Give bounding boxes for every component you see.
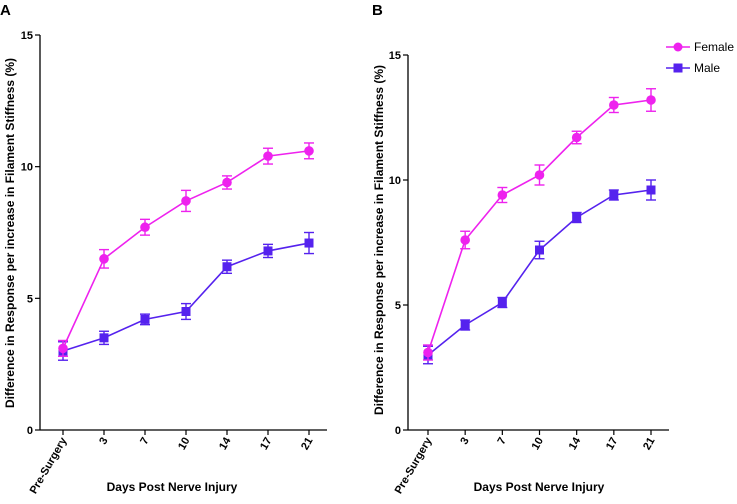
panel-b-female-point — [646, 95, 656, 105]
panel-b-male-point — [609, 190, 619, 200]
panel-b-x-tick-label: 17 — [604, 436, 621, 453]
panel-b-male-point — [497, 298, 507, 307]
panel-a-x-axis-title: Days Post Nerve Injury — [107, 480, 238, 494]
panel-a-y-tick-label: 0 — [27, 425, 33, 437]
panel-b-female-point — [423, 347, 433, 358]
panel-a-y-tick-label: 15 — [21, 30, 33, 42]
panel-a-male-point — [304, 238, 314, 248]
panel-b-female-point — [460, 235, 470, 245]
panel-a-x-tick-label: 21 — [299, 436, 316, 453]
legend-male-label: Male — [694, 61, 720, 75]
panel-b-x-tick-label: 21 — [641, 436, 658, 453]
panel-a-female-point — [304, 146, 314, 156]
panel-b-x-tick-label: 14 — [567, 435, 584, 452]
panel-b: B Difference in Response per increase in… — [372, 2, 669, 496]
panel-a-x-tick-label: 14 — [217, 435, 234, 452]
panel-a-male-point — [181, 307, 191, 316]
panel-b-y-axis-title: Difference in Response per increase in F… — [372, 65, 386, 415]
panel-a-female-point — [263, 151, 273, 161]
panel-b-male-point — [535, 245, 544, 255]
panel-b-female-point — [534, 170, 545, 180]
panel-a-female-point — [222, 177, 232, 188]
legend-male-marker — [673, 63, 683, 73]
panel-b-y-tick-label: 5 — [395, 300, 401, 312]
panel-a: A Difference in Response per increase in… — [0, 2, 327, 496]
panel-a-y-tick-label: 10 — [21, 162, 33, 174]
panel-a-x-tick-label: 17 — [258, 436, 275, 453]
panel-a-letter: A — [0, 2, 11, 19]
panel-b-female-point — [609, 100, 619, 110]
panel-b-y-tick-label: 15 — [389, 50, 401, 62]
panel-b-male-point — [460, 320, 470, 330]
panel-b-x-tick-label: 10 — [530, 436, 547, 453]
panel-a-female-point — [58, 343, 68, 354]
legend-item-male: Male — [666, 61, 720, 75]
panel-a-x-tick-label: 3 — [97, 436, 110, 447]
panel-a-y-tick-label: 5 — [27, 293, 33, 305]
panel-b-female-series-line — [427, 99, 652, 353]
panel-a-male-point — [140, 314, 150, 324]
panel-a-x-tick-label: Pre-Surgery — [28, 435, 70, 496]
panel-b-y-tick-label: 0 — [395, 425, 401, 437]
panel-b-x-tick-label: Pre-Surgery — [393, 435, 435, 496]
panel-b-x-axis-title: Days Post Nerve Injury — [474, 480, 605, 494]
legend: Female Male — [666, 40, 734, 75]
panel-b-male-point — [572, 213, 582, 222]
panel-a-male-point — [222, 262, 232, 272]
panel-b-x-tick-label: 3 — [458, 436, 471, 447]
panel-b-female-point — [571, 132, 582, 143]
panel-b-x-tick-label: 7 — [495, 436, 508, 447]
panel-a-female-point — [140, 222, 150, 233]
panel-a-y-axis-title: Difference in Response per increase in F… — [3, 58, 17, 408]
panel-a-male-point — [99, 333, 109, 343]
panel-b-y-tick-label: 10 — [389, 175, 401, 187]
panel-a-female-point — [181, 196, 191, 206]
panel-b-male-point — [646, 185, 656, 195]
panel-a-female-point — [99, 254, 109, 264]
panel-b-female-point — [497, 190, 508, 200]
panel-a-male-point — [263, 246, 273, 256]
panel-a-x-tick-label: 7 — [138, 436, 151, 447]
legend-item-female: Female — [666, 40, 734, 54]
legend-female-label: Female — [694, 40, 734, 54]
legend-female-marker — [673, 42, 683, 52]
panel-a-x-tick-label: 10 — [176, 436, 193, 453]
panel-b-letter: B — [372, 2, 383, 19]
